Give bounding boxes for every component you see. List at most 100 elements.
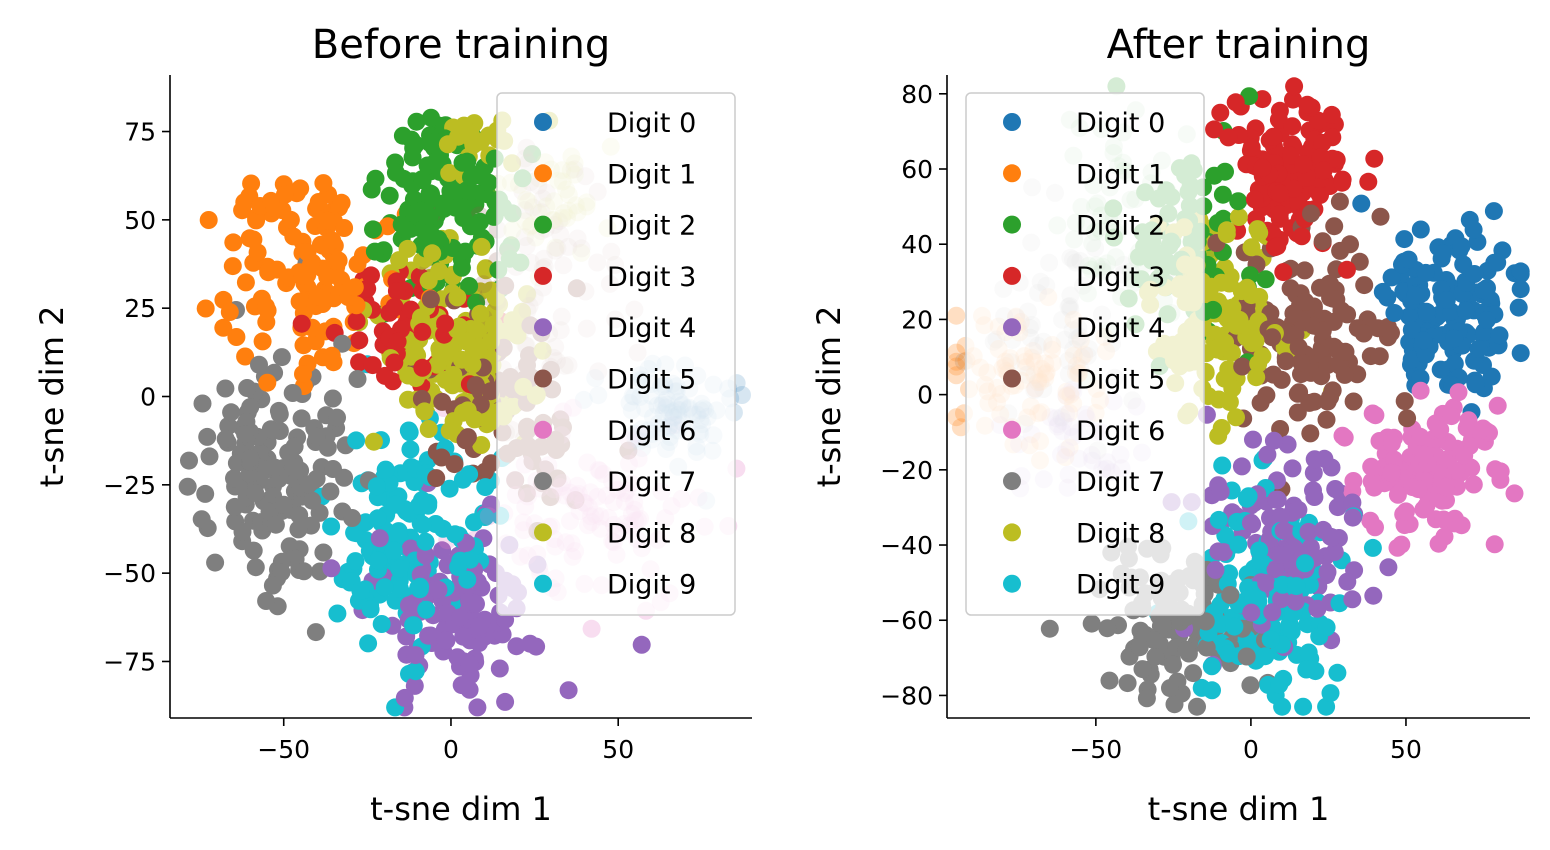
data-point	[1241, 513, 1260, 532]
y-tick-label: −75	[103, 647, 156, 676]
y-tick-label: 0	[917, 381, 933, 410]
data-point	[1304, 463, 1323, 482]
data-point	[241, 398, 260, 417]
data-point	[318, 267, 337, 286]
data-point	[481, 332, 500, 351]
data-point	[395, 688, 414, 707]
y-tick-label: −60	[880, 606, 933, 635]
data-point	[1211, 482, 1230, 501]
data-point	[332, 193, 351, 212]
data-point	[1290, 383, 1309, 402]
data-point	[274, 495, 293, 514]
data-point	[216, 379, 235, 398]
legend-marker	[534, 164, 552, 183]
legend-label: Digit 8	[1076, 518, 1165, 549]
data-point	[1434, 510, 1453, 529]
data-point	[1294, 697, 1313, 716]
data-point	[419, 420, 438, 438]
data-point	[1263, 603, 1282, 622]
data-point	[420, 207, 439, 226]
legend-marker	[534, 420, 552, 439]
data-point	[329, 251, 348, 270]
data-point	[1355, 276, 1374, 295]
legend-marker	[534, 369, 552, 388]
data-point	[1232, 457, 1251, 476]
data-point	[454, 627, 473, 646]
data-point	[200, 447, 219, 466]
data-point	[452, 258, 471, 277]
y-tick-label: −25	[103, 471, 156, 500]
data-point	[1270, 675, 1289, 694]
data-point	[314, 174, 333, 193]
data-point	[261, 420, 280, 439]
data-point	[1411, 381, 1430, 400]
data-point	[1244, 589, 1263, 608]
legend-label: Digit 9	[607, 570, 696, 601]
data-point	[1299, 643, 1318, 662]
data-point	[370, 529, 389, 548]
data-point	[947, 366, 966, 385]
data-point	[1411, 369, 1430, 388]
data-point	[1331, 241, 1350, 260]
data-point	[474, 275, 493, 294]
data-point	[471, 304, 490, 323]
data-point	[1256, 270, 1275, 289]
data-point	[1278, 435, 1297, 454]
data-point	[1213, 456, 1232, 475]
data-point	[1363, 404, 1382, 423]
data-point	[1240, 87, 1259, 106]
data-point	[411, 577, 430, 596]
data-point	[1298, 95, 1317, 114]
data-point	[1107, 77, 1126, 96]
data-point	[1272, 546, 1291, 564]
data-point	[472, 436, 491, 454]
data-point	[1226, 93, 1245, 112]
data-point	[227, 328, 246, 346]
data-point	[436, 314, 455, 333]
data-point	[347, 431, 366, 450]
y-tick-label: −40	[880, 531, 933, 560]
data-point	[1455, 446, 1474, 465]
data-point	[1315, 449, 1334, 468]
data-point	[1363, 538, 1382, 557]
data-point	[216, 430, 235, 448]
data-point	[279, 268, 298, 287]
data-point	[419, 496, 438, 515]
data-point	[1352, 194, 1371, 213]
data-point	[1491, 462, 1510, 481]
data-point	[292, 409, 311, 428]
data-point	[1452, 237, 1471, 256]
data-point	[1206, 560, 1225, 579]
data-point	[266, 515, 285, 534]
data-point	[1313, 232, 1332, 251]
data-point	[236, 273, 255, 292]
data-point	[1202, 277, 1220, 296]
data-point	[466, 376, 485, 395]
data-point	[1292, 353, 1310, 372]
data-point	[372, 615, 391, 633]
data-point	[1273, 697, 1292, 716]
data-point	[299, 475, 318, 494]
data-point	[386, 163, 405, 182]
data-point	[1241, 676, 1260, 695]
data-point	[1474, 281, 1493, 300]
data-point	[1296, 554, 1314, 573]
data-point	[1301, 424, 1320, 443]
data-point	[333, 334, 352, 353]
data-point	[378, 217, 397, 236]
data-point	[1263, 328, 1282, 347]
data-point	[1436, 477, 1455, 496]
data-point	[1282, 622, 1301, 641]
data-point	[1285, 77, 1304, 96]
data-point	[1366, 518, 1384, 537]
data-point	[1214, 543, 1233, 562]
data-point	[470, 617, 489, 636]
data-point	[1370, 347, 1389, 366]
data-point	[1406, 286, 1425, 305]
axes: −50 0 50 −80 −60 −40 −20 0 20 40 60 80	[880, 75, 1530, 764]
legend-marker	[1003, 574, 1021, 593]
data-point	[388, 332, 407, 351]
data-point	[206, 553, 225, 572]
